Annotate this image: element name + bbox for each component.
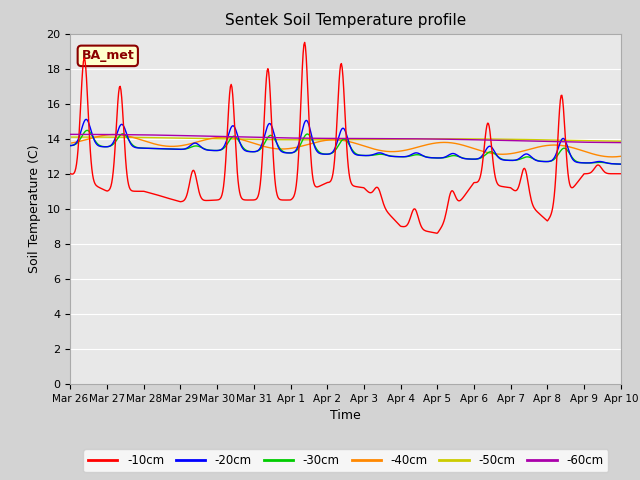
Title: Sentek Soil Temperature profile: Sentek Soil Temperature profile (225, 13, 466, 28)
Y-axis label: Soil Temperature (C): Soil Temperature (C) (28, 144, 41, 273)
X-axis label: Time: Time (330, 409, 361, 422)
Legend: -10cm, -20cm, -30cm, -40cm, -50cm, -60cm: -10cm, -20cm, -30cm, -40cm, -50cm, -60cm (83, 449, 608, 472)
Text: BA_met: BA_met (81, 49, 134, 62)
